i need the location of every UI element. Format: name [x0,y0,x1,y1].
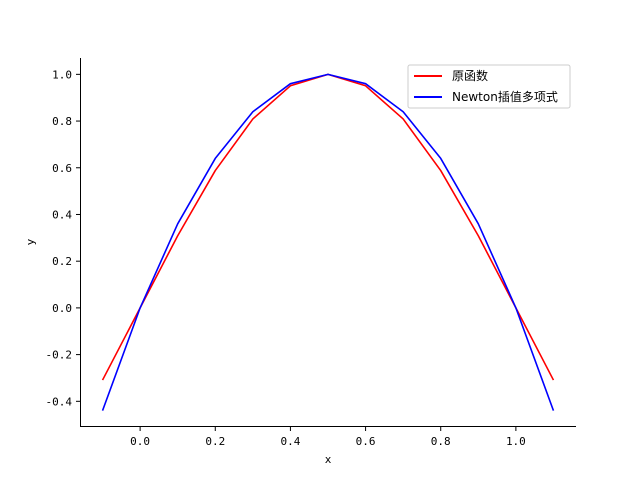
y-tick-label: 0.4 [52,208,72,221]
y-ticks: -0.4 -0.2 0.0 0.2 0.4 0.6 0.8 1.0 [46,68,80,408]
series-lines [101,73,555,411]
x-tick-label: 0.4 [280,435,300,448]
x-tick-label: 0.6 [356,435,376,448]
x-tick-label: 0.2 [205,435,225,448]
legend: 原函数 Newton插值多项式 [407,64,571,109]
y-tick-label: 1.0 [52,68,72,81]
y-tick-label: 0.6 [52,162,72,175]
series-line-newton [101,73,555,411]
legend-label-newton: Newton插值多项式 [452,89,558,104]
y-tick-label: 0.0 [52,302,72,315]
axes [80,58,576,427]
x-tick-label: 1.0 [506,435,526,448]
x-ticks: 0.0 0.2 0.4 0.6 0.8 1.0 [130,427,526,448]
y-axis-label: y [24,238,37,245]
x-tick-label: 0.8 [431,435,451,448]
y-tick-label: -0.2 [46,349,73,362]
legend-label-original: 原函数 [452,68,488,83]
legend-box [407,64,571,109]
y-tick-label: 0.8 [52,115,72,128]
x-axis-label: x [325,453,332,466]
y-tick-label: 0.2 [52,255,72,268]
series-line-original [101,73,555,381]
y-tick-label: -0.4 [46,395,73,408]
x-tick-label: 0.0 [130,435,150,448]
